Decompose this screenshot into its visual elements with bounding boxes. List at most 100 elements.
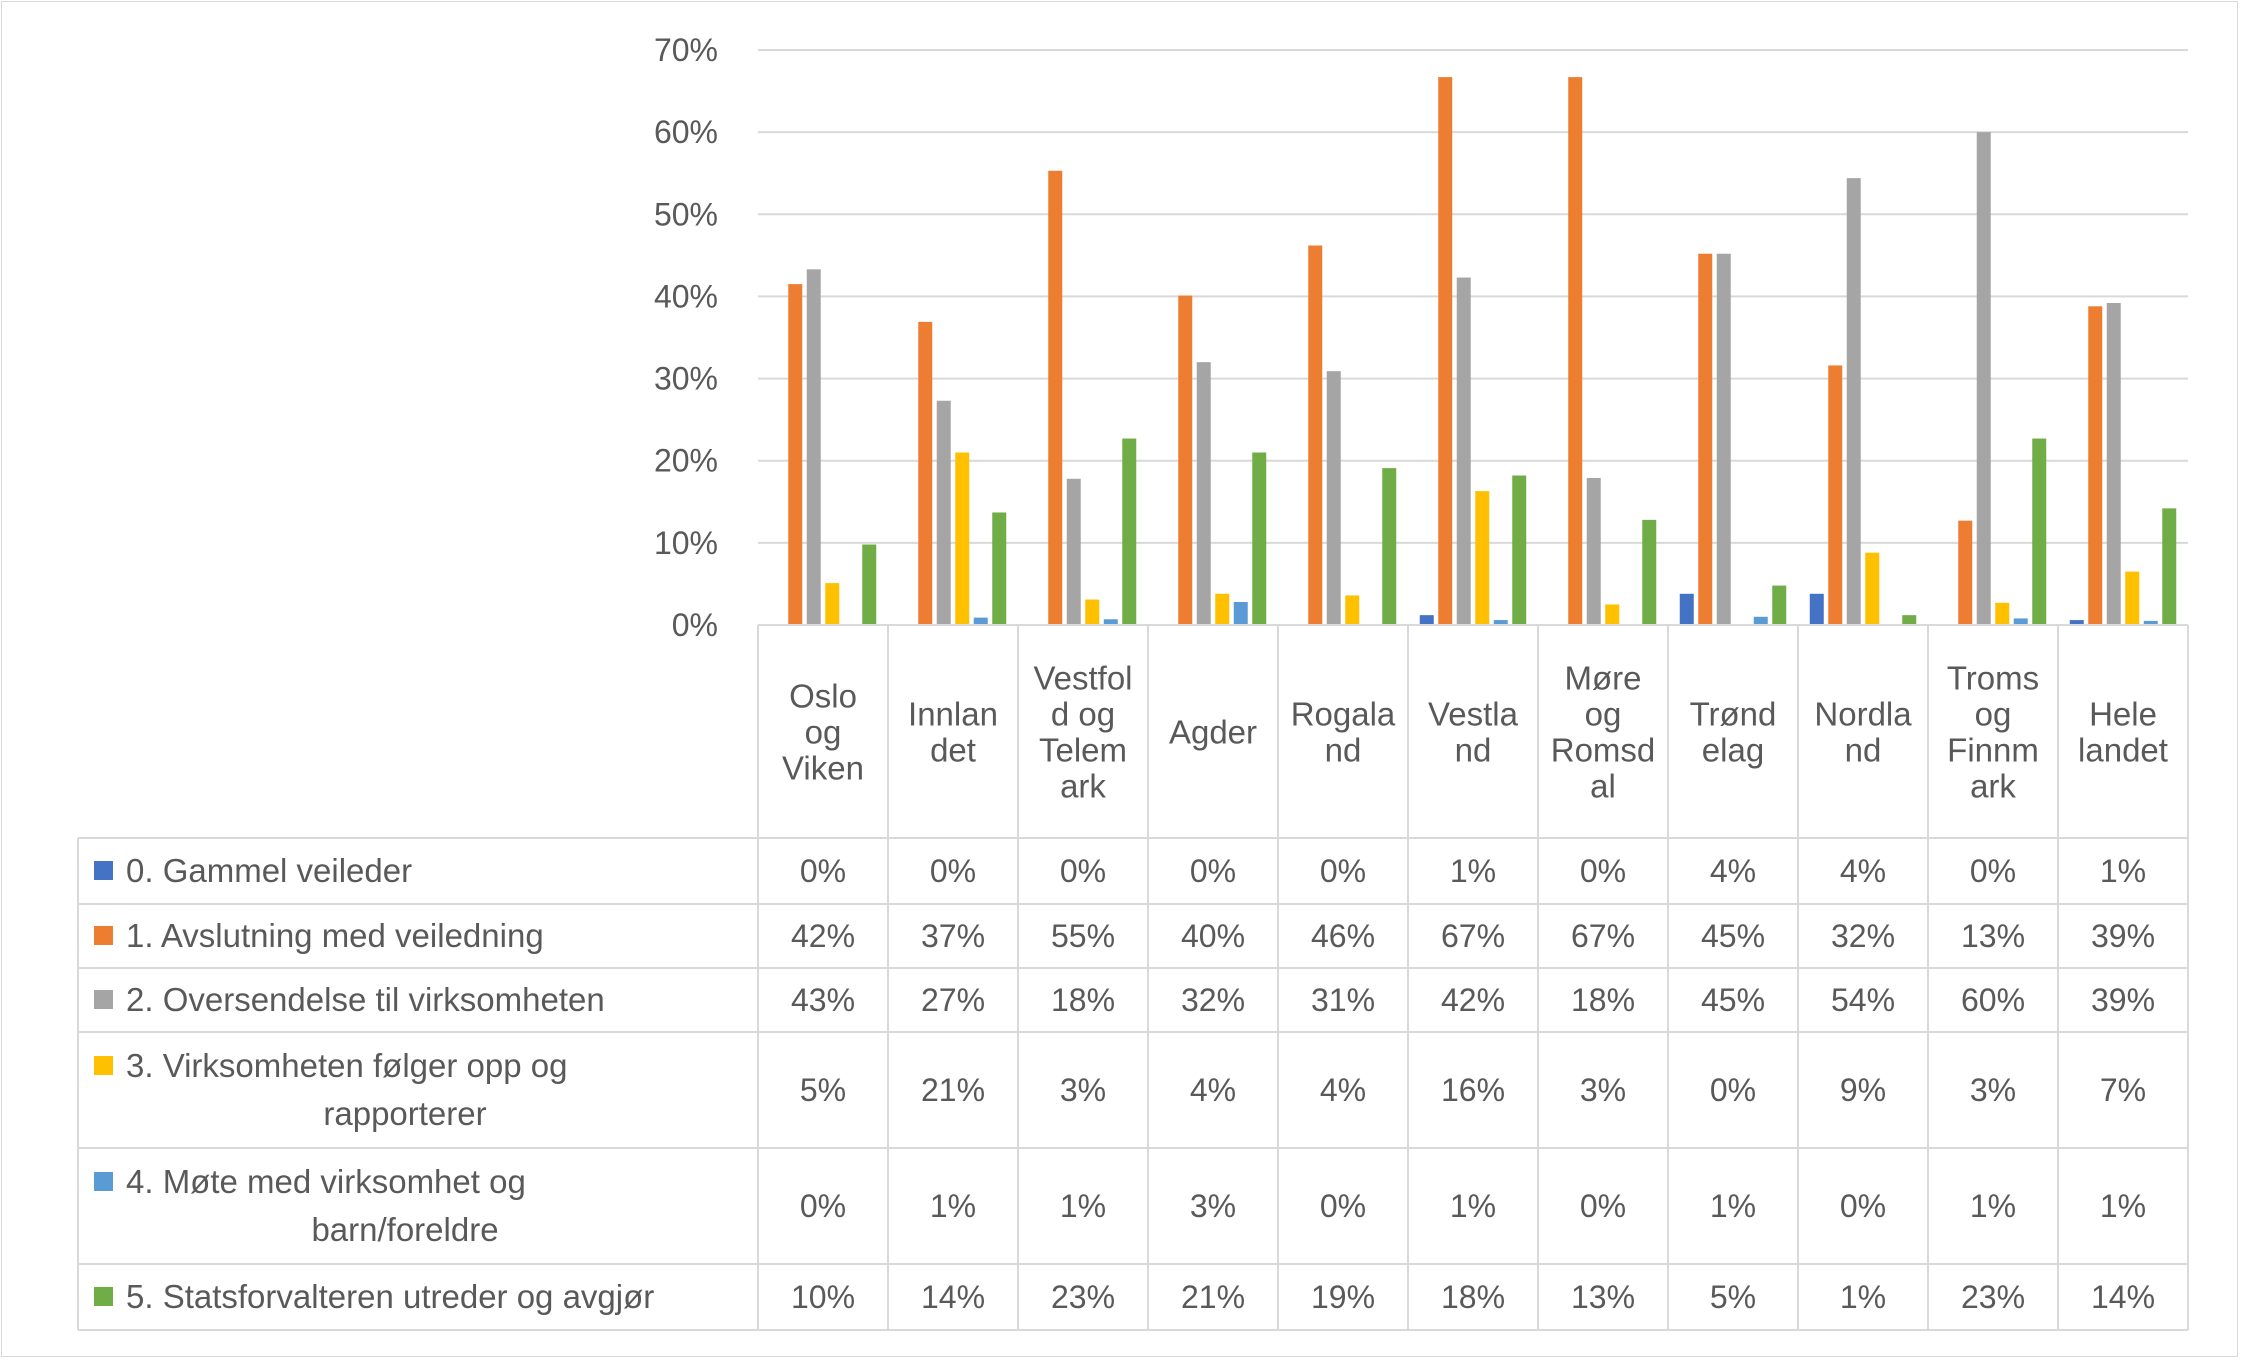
category-label: Troms og Finnm ark bbox=[1947, 660, 2039, 805]
data-table-cell: 0% bbox=[1840, 1188, 1886, 1224]
bar bbox=[1586, 477, 1601, 625]
data-table-cell: 27% bbox=[921, 982, 985, 1018]
data-table-cell: 23% bbox=[1961, 1279, 2025, 1315]
category-label-line: Vestfol bbox=[1033, 660, 1132, 697]
y-tick-label: 0% bbox=[672, 607, 718, 643]
data-table-cell: 9% bbox=[1840, 1072, 1886, 1108]
bar bbox=[1846, 178, 1861, 625]
bar bbox=[825, 583, 840, 625]
y-tick-label: 10% bbox=[654, 525, 718, 561]
data-table-cell: 3% bbox=[1580, 1072, 1626, 1108]
data-table-cell: 3% bbox=[1190, 1188, 1236, 1224]
data-table-cell: 0% bbox=[1320, 1188, 1366, 1224]
data-table-cell: 67% bbox=[1441, 918, 1505, 954]
data-table-cell: 4% bbox=[1190, 1072, 1236, 1108]
data-table-cell: 43% bbox=[791, 982, 855, 1018]
bar bbox=[2032, 438, 2047, 625]
category-label-line: Rogala bbox=[1291, 696, 1396, 733]
category-label-line: Oslo bbox=[789, 678, 857, 715]
category-label-line: al bbox=[1590, 768, 1616, 805]
bar bbox=[2143, 620, 2158, 625]
bar bbox=[1809, 593, 1824, 625]
y-tick-label: 70% bbox=[654, 32, 718, 68]
data-table-cell: 1% bbox=[2100, 1188, 2146, 1224]
legend-key bbox=[94, 1287, 113, 1306]
data-table-cell: 1% bbox=[930, 1188, 976, 1224]
category-label: Vestla nd bbox=[1428, 696, 1519, 769]
data-table-cell: 42% bbox=[1441, 982, 1505, 1018]
bar bbox=[1605, 604, 1620, 625]
legend-key bbox=[94, 1172, 113, 1191]
bar bbox=[1233, 602, 1248, 625]
category-label-line: ark bbox=[1970, 768, 2016, 805]
data-table-cell: 46% bbox=[1311, 918, 1375, 954]
legend-label-line: 0. Gammel veileder bbox=[126, 852, 412, 889]
bar bbox=[1252, 452, 1267, 625]
bar bbox=[1456, 277, 1471, 625]
data-table-cell: 3% bbox=[1060, 1072, 1106, 1108]
category-label: Rogala nd bbox=[1291, 696, 1396, 769]
category-label-line: Møre bbox=[1565, 660, 1642, 697]
data-table-cell: 16% bbox=[1441, 1072, 1505, 1108]
data-table-cell: 4% bbox=[1840, 853, 1886, 889]
bar bbox=[2125, 571, 2140, 625]
data-table-cell: 14% bbox=[2091, 1279, 2155, 1315]
y-tick-label: 30% bbox=[654, 361, 718, 397]
legend-label-line: 1. Avslutning med veiledning bbox=[126, 917, 544, 954]
bars bbox=[788, 77, 2177, 626]
data-table-cell: 0% bbox=[1190, 853, 1236, 889]
bar bbox=[1048, 170, 1063, 625]
legend-label: 2. Oversendelse til virksomheten bbox=[126, 981, 605, 1018]
bar bbox=[1196, 362, 1211, 625]
bar bbox=[973, 617, 988, 625]
bar bbox=[1122, 438, 1137, 625]
data-table-cell: 45% bbox=[1701, 918, 1765, 954]
bar bbox=[2106, 303, 2121, 625]
bar bbox=[1493, 620, 1508, 625]
legend-label-line: 3. Virksomheten følger opp og bbox=[126, 1047, 567, 1084]
legend-label: 5. Statsforvalteren utreder og avgjør bbox=[126, 1278, 654, 1315]
y-tick-label: 40% bbox=[654, 278, 718, 314]
y-tick-label: 60% bbox=[654, 114, 718, 150]
bar bbox=[936, 400, 951, 625]
data-table-cell: 14% bbox=[921, 1279, 985, 1315]
legend-label: 1. Avslutning med veiledning bbox=[126, 917, 544, 954]
bar bbox=[1382, 468, 1397, 625]
data-table-cell: 1% bbox=[1970, 1188, 2016, 1224]
bar bbox=[1326, 371, 1341, 625]
legend-label-line: rapporterer bbox=[323, 1095, 486, 1132]
bar bbox=[1995, 602, 2010, 625]
bar bbox=[1958, 520, 1973, 625]
bar bbox=[1679, 593, 1694, 625]
data-table-cell: 21% bbox=[921, 1072, 985, 1108]
bar bbox=[1512, 475, 1527, 625]
data-table-cell: 1% bbox=[1450, 853, 1496, 889]
bar bbox=[955, 452, 970, 625]
data-table-cell: 54% bbox=[1831, 982, 1895, 1018]
data-table-cell: 42% bbox=[791, 918, 855, 954]
category-label-line: d og bbox=[1051, 696, 1115, 733]
category-label-line: Trønd bbox=[1690, 696, 1777, 733]
legend-label: 3. Virksomheten følger opp og rapporterer bbox=[126, 1047, 567, 1132]
y-tick-label: 20% bbox=[654, 443, 718, 479]
data-table-cell: 39% bbox=[2091, 982, 2155, 1018]
data-table-cell: 0% bbox=[1970, 853, 2016, 889]
data-table-cell: 10% bbox=[791, 1279, 855, 1315]
bar bbox=[1419, 615, 1434, 625]
y-axis-ticks: 0% 10% 20% 30% 40% 50% 60% 70% bbox=[654, 32, 718, 643]
category-label: Nordla nd bbox=[1814, 696, 1912, 769]
gridlines bbox=[758, 49, 2188, 626]
bar bbox=[1438, 77, 1453, 626]
bar bbox=[1753, 616, 1768, 625]
bar bbox=[788, 284, 803, 625]
bar bbox=[1345, 595, 1360, 625]
category-label-line: nd bbox=[1845, 732, 1882, 769]
bar bbox=[1085, 599, 1100, 625]
legend-label: 0. Gammel veileder bbox=[126, 852, 412, 889]
data-table-cell: 39% bbox=[2091, 918, 2155, 954]
data-table-cell: 23% bbox=[1051, 1279, 1115, 1315]
category-label-line: og bbox=[1585, 696, 1622, 733]
bar bbox=[862, 544, 877, 625]
category-label-line: Romsd bbox=[1551, 732, 1656, 769]
bar bbox=[2088, 306, 2103, 625]
